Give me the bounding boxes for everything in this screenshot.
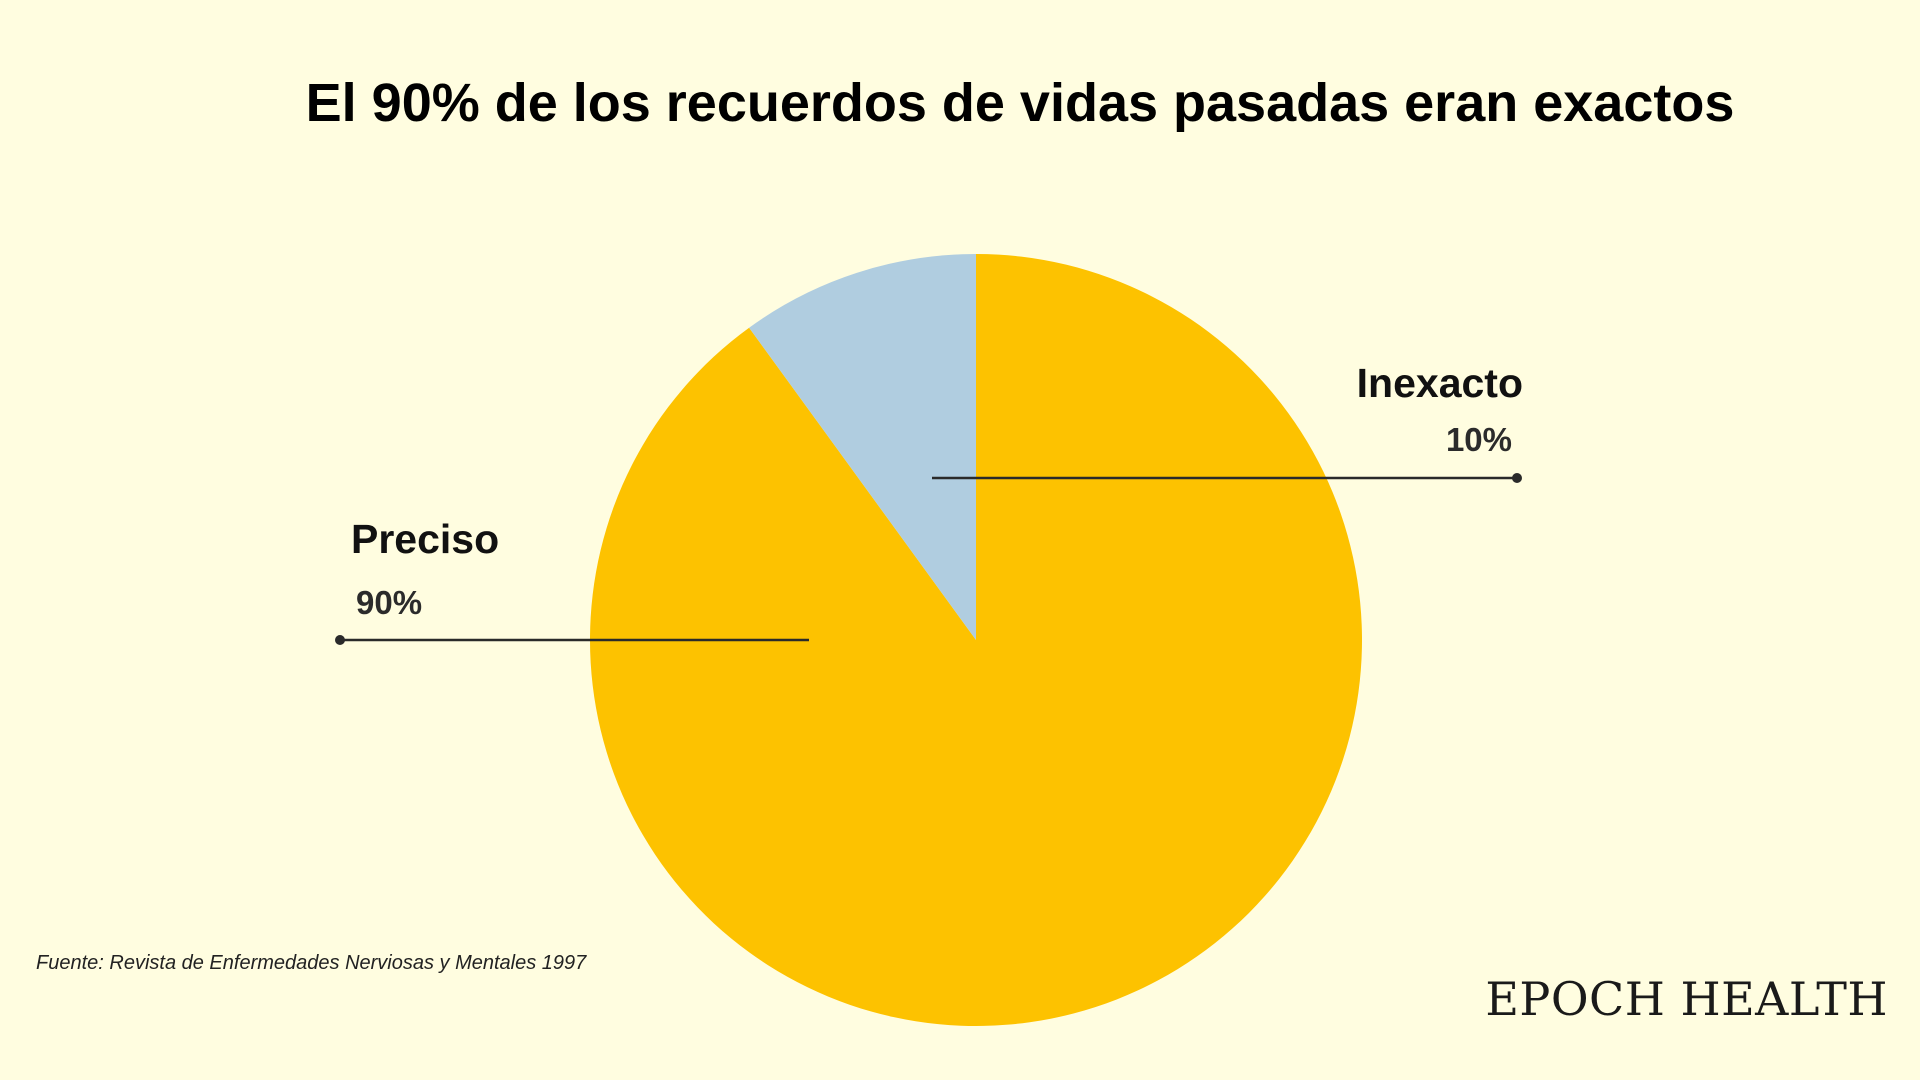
source-note: Fuente: Revista de Enfermedades Nerviosa… [36, 952, 587, 974]
slice-value-preciso: 90% [356, 584, 423, 621]
brand-logo: EPOCH HEALTH [1485, 972, 1888, 1026]
chart-title: El 90% de los recuerdos de vidas pasadas… [305, 73, 1735, 133]
slice-value-inexacto: 10% [1445, 421, 1512, 458]
pie-slice-inexacto [749, 254, 976, 640]
slice-label-preciso: Preciso [351, 516, 500, 562]
leader-line-preciso [335, 635, 809, 645]
leader-line-inexacto [932, 473, 1522, 483]
slice-label-inexacto: Inexacto [1356, 360, 1523, 406]
pie-slice-preciso [589, 254, 1362, 1026]
